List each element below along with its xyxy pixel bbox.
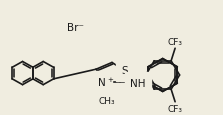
Text: Br⁻: Br⁻ — [67, 23, 84, 32]
Text: CF₃: CF₃ — [168, 38, 183, 47]
Text: NH: NH — [130, 78, 146, 88]
Text: S: S — [122, 66, 128, 76]
Text: +: + — [107, 76, 113, 82]
Text: CH₃: CH₃ — [99, 96, 115, 105]
Text: CF₃: CF₃ — [168, 104, 183, 113]
Text: N: N — [98, 77, 106, 87]
